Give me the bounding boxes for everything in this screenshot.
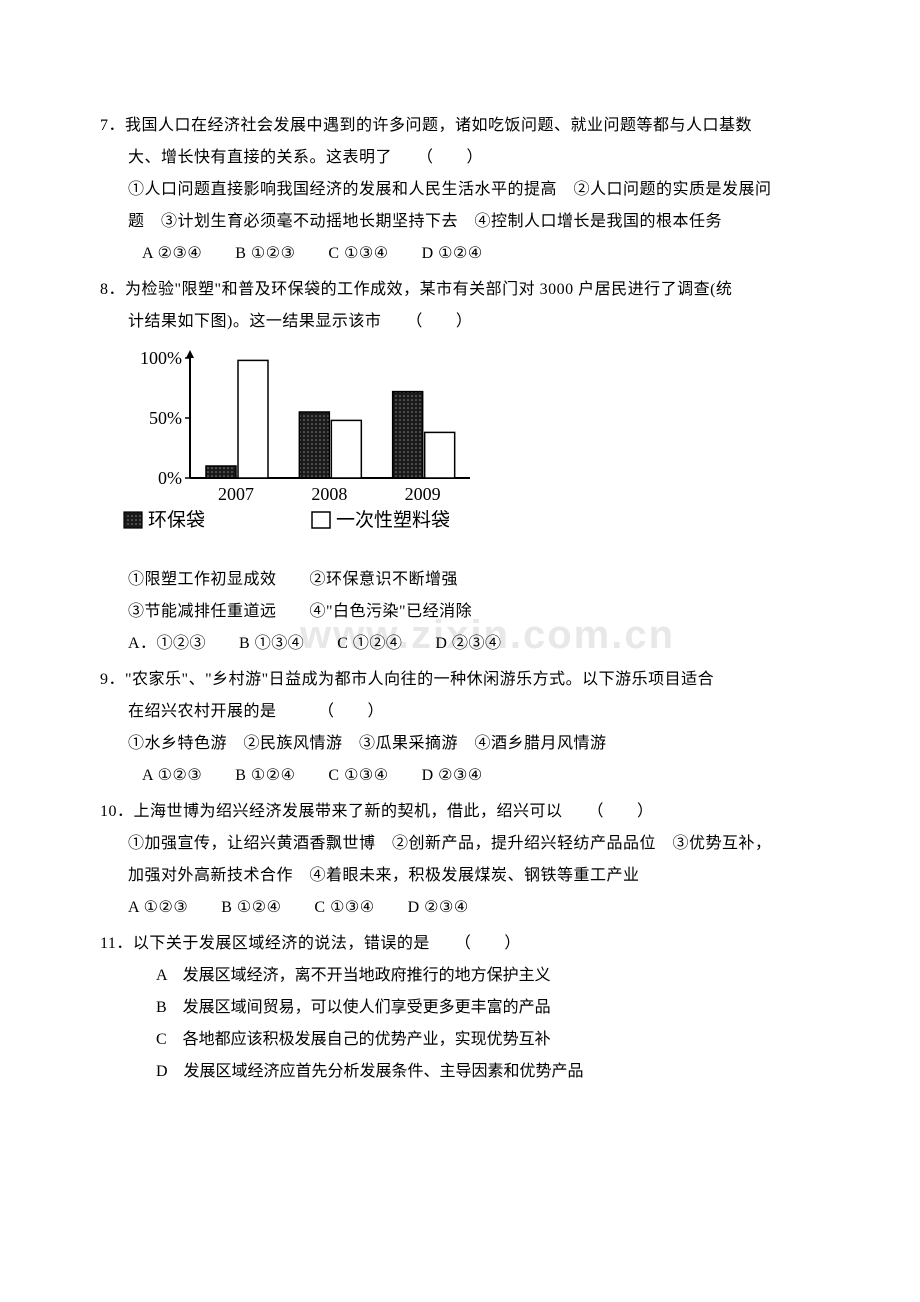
question-11: 11．以下关于发展区域经济的说法，错误的是 （ ） A 发展区域经济，离不开当地… (100, 928, 825, 1088)
q11-option-c: C 各地都应该积极发展自己的优势产业，实现优势互补 (100, 1024, 825, 1056)
q10-stem: 10．上海世博为绍兴经济发展带来了新的契机，借此，绍兴可以 （ ） (100, 796, 825, 828)
question-9: 9．"农家乐"、"乡村游"日益成为都市人向往的一种休闲游乐方式。以下游乐项目适合… (100, 664, 825, 792)
q9-statements: ①水乡特色游 ②民族风情游 ③瓜果采摘游 ④酒乡腊月风情游 (100, 728, 825, 760)
q8-statements-1: ①限塑工作初显成效 ②环保意识不断增强 (100, 564, 825, 596)
q11-option-d: D 发展区域经济应首先分析发展条件、主导因素和优势产品 (100, 1056, 825, 1088)
q7-stem-line2: 大、增长快有直接的关系。这表明了 （ ） (100, 142, 825, 174)
q11-stem: 11．以下关于发展区域经济的说法，错误的是 （ ） (100, 928, 825, 960)
document-content: 7．我国人口在经济社会发展中遇到的许多问题，诸如吃饭问题、就业问题等都与人口基数… (100, 110, 825, 1088)
svg-text:2007: 2007 (218, 484, 254, 504)
svg-text:环保袋: 环保袋 (148, 509, 205, 531)
svg-text:一次性塑料袋: 一次性塑料袋 (336, 509, 450, 531)
svg-text:2008: 2008 (311, 484, 347, 504)
q11-option-a: A 发展区域经济，离不开当地政府推行的地方保护主义 (100, 960, 825, 992)
q8-options: A．①②③ B ①③④ C ①②④ D ②③④ (100, 628, 825, 660)
q7-stem-line1: 7．我国人口在经济社会发展中遇到的许多问题，诸如吃饭问题、就业问题等都与人口基数 (100, 110, 825, 142)
q10-statements-1: ①加强宣传，让绍兴黄酒香飘世博 ②创新产品，提升绍兴轻纺产品品位 ③优势互补， (100, 828, 825, 860)
svg-text:50%: 50% (149, 408, 182, 428)
svg-text:100%: 100% (140, 350, 182, 368)
q8-statements-2: ③节能减排任重道远 ④"白色污染"已经消除 (100, 596, 825, 628)
q11-option-b: B 发展区域间贸易，可以使人们享受更多更丰富的产品 (100, 992, 825, 1024)
svg-text:2009: 2009 (405, 484, 441, 504)
q10-options: A ①②③ B ①②④ C ①③④ D ②③④ (100, 892, 825, 924)
q7-stem-text1: 我国人口在经济社会发展中遇到的许多问题，诸如吃饭问题、就业问题等都与人口基数 (125, 117, 752, 134)
q9-options: A ①②③ B ①②④ C ①③④ D ②③④ (100, 760, 825, 792)
q8-stem-line2: 计结果如下图)。这一结果显示该市 （ ） (100, 306, 825, 338)
q8-stem-line1: 8．为检验"限塑"和普及环保袋的工作成效，某市有关部门对 3000 户居民进行了… (100, 274, 825, 306)
q7-options: A ②③④ B ①②③ C ①③④ D ①②④ (100, 238, 825, 270)
q11-number: 11． (100, 935, 133, 952)
q9-number: 9． (100, 671, 125, 688)
q10-number: 10． (100, 803, 134, 820)
q10-stem-text: 上海世博为绍兴经济发展带来了新的契机，借此，绍兴可以 （ ） (134, 803, 654, 820)
q7-statements-2: 题 ③计划生育必须毫不动摇地长期坚持下去 ④控制人口增长是我国的根本任务 (100, 206, 825, 238)
q7-number: 7． (100, 117, 125, 134)
bar-chart-svg: 0% 50% 100% 2007 2008 2009 环保袋 一次性塑料袋 (122, 350, 492, 550)
q11-stem-text: 以下关于发展区域经济的说法，错误的是 （ ） (133, 935, 521, 952)
q10-statements-2: 加强对外高新技术合作 ④着眼未来，积极发展煤炭、钢铁等重工产业 (100, 860, 825, 892)
q8-number: 8． (100, 281, 125, 298)
q9-stem-line1: 9．"农家乐"、"乡村游"日益成为都市人向往的一种休闲游乐方式。以下游乐项目适合 (100, 664, 825, 696)
q9-stem-text1: "农家乐"、"乡村游"日益成为都市人向往的一种休闲游乐方式。以下游乐项目适合 (125, 671, 714, 688)
question-10: 10．上海世博为绍兴经济发展带来了新的契机，借此，绍兴可以 （ ） ①加强宣传，… (100, 796, 825, 924)
q8-chart: 0% 50% 100% 2007 2008 2009 环保袋 一次性塑料袋 (100, 350, 825, 550)
question-8: 8．为检验"限塑"和普及环保袋的工作成效，某市有关部门对 3000 户居民进行了… (100, 274, 825, 660)
question-7: 7．我国人口在经济社会发展中遇到的许多问题，诸如吃饭问题、就业问题等都与人口基数… (100, 110, 825, 270)
svg-text:0%: 0% (158, 468, 182, 488)
q9-stem-line2: 在绍兴农村开展的是 （ ） (100, 696, 825, 728)
q8-stem-text1: 为检验"限塑"和普及环保袋的工作成效，某市有关部门对 3000 户居民进行了调查… (125, 281, 732, 298)
q7-statements-1: ①人口问题直接影响我国经济的发展和人民生活水平的提高 ②人口问题的实质是发展问 (100, 174, 825, 206)
